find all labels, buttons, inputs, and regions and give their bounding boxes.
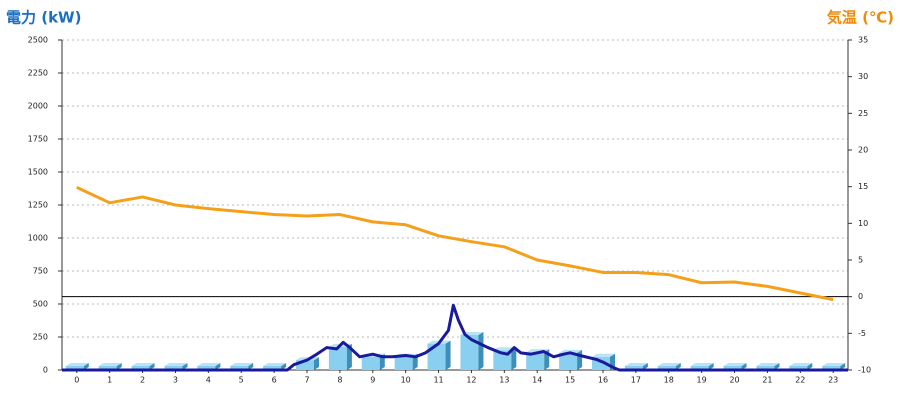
- bar: [559, 349, 583, 370]
- y2-tick-label: -5: [858, 329, 866, 338]
- x-tick-label: 12: [466, 376, 476, 385]
- x-tick-label: 3: [173, 376, 178, 385]
- y2-tick-label: 5: [858, 256, 863, 265]
- bar: [230, 363, 254, 370]
- y-tick-label: 1750: [28, 135, 48, 144]
- y2-tick-label: 30: [858, 72, 868, 81]
- bar: [690, 363, 714, 370]
- bar: [98, 363, 122, 370]
- x-tick-label: 17: [631, 376, 641, 385]
- y-tick-label: 1250: [28, 201, 48, 210]
- bar: [723, 363, 747, 370]
- y2-tick-label: -10: [858, 366, 871, 375]
- y-tick-label: 2250: [28, 69, 48, 78]
- x-tick-label: 5: [239, 376, 244, 385]
- x-tick-label: 21: [762, 376, 772, 385]
- y-tick-label: 1500: [28, 168, 48, 177]
- y-tick-label: 500: [33, 300, 48, 309]
- bar: [164, 363, 188, 370]
- x-tick-label: 7: [304, 376, 309, 385]
- line: [76, 186, 834, 302]
- bar: [789, 363, 813, 370]
- bar: [460, 332, 484, 370]
- y2-tick-label: 15: [858, 182, 868, 191]
- bar: [822, 363, 846, 370]
- bar: [427, 340, 451, 370]
- x-tick-label: 6: [272, 376, 277, 385]
- bar: [197, 363, 221, 370]
- x-tick-label: 4: [206, 376, 211, 385]
- x-tick-label: 14: [532, 376, 542, 385]
- x-tick-label: 19: [697, 376, 707, 385]
- bar: [65, 363, 89, 370]
- x-tick-label: 8: [337, 376, 342, 385]
- x-tick-label: 11: [433, 376, 443, 385]
- x-tick-label: 10: [401, 376, 411, 385]
- x-tick-label: 13: [499, 376, 509, 385]
- y2-tick-label: 20: [858, 146, 868, 155]
- y2-axis-title: 気温 (℃): [827, 9, 894, 27]
- y2-tick-label: 25: [858, 109, 868, 118]
- x-tick-label: 22: [795, 376, 805, 385]
- bar: [131, 363, 155, 370]
- bar: [624, 363, 648, 370]
- y2-tick-label: 35: [858, 36, 868, 45]
- bar: [756, 363, 780, 370]
- y2-tick-label: 10: [858, 219, 868, 228]
- x-tick-label: 2: [140, 376, 145, 385]
- y2-tick-label: 0: [858, 292, 863, 301]
- x-tick-label: 16: [598, 376, 608, 385]
- x-tick-label: 0: [74, 376, 79, 385]
- y-tick-label: 250: [33, 333, 48, 342]
- line: [62, 303, 848, 372]
- bar: [657, 363, 681, 370]
- y-tick-label: 1000: [28, 234, 48, 243]
- bar: [263, 363, 287, 370]
- x-tick-label: 15: [565, 376, 575, 385]
- x-tick-label: 18: [664, 376, 674, 385]
- y-tick-label: 2500: [28, 36, 48, 45]
- x-tick-label: 9: [370, 376, 375, 385]
- y-axis-title: 電力 (kW): [6, 9, 81, 27]
- x-tick-label: 1: [107, 376, 112, 385]
- y-tick-label: 750: [33, 267, 48, 276]
- x-tick-label: 23: [828, 376, 838, 385]
- x-tick-label: 20: [729, 376, 739, 385]
- y-tick-label: 2000: [28, 102, 48, 111]
- bar: [493, 347, 517, 370]
- y-tick-label: 0: [43, 366, 48, 375]
